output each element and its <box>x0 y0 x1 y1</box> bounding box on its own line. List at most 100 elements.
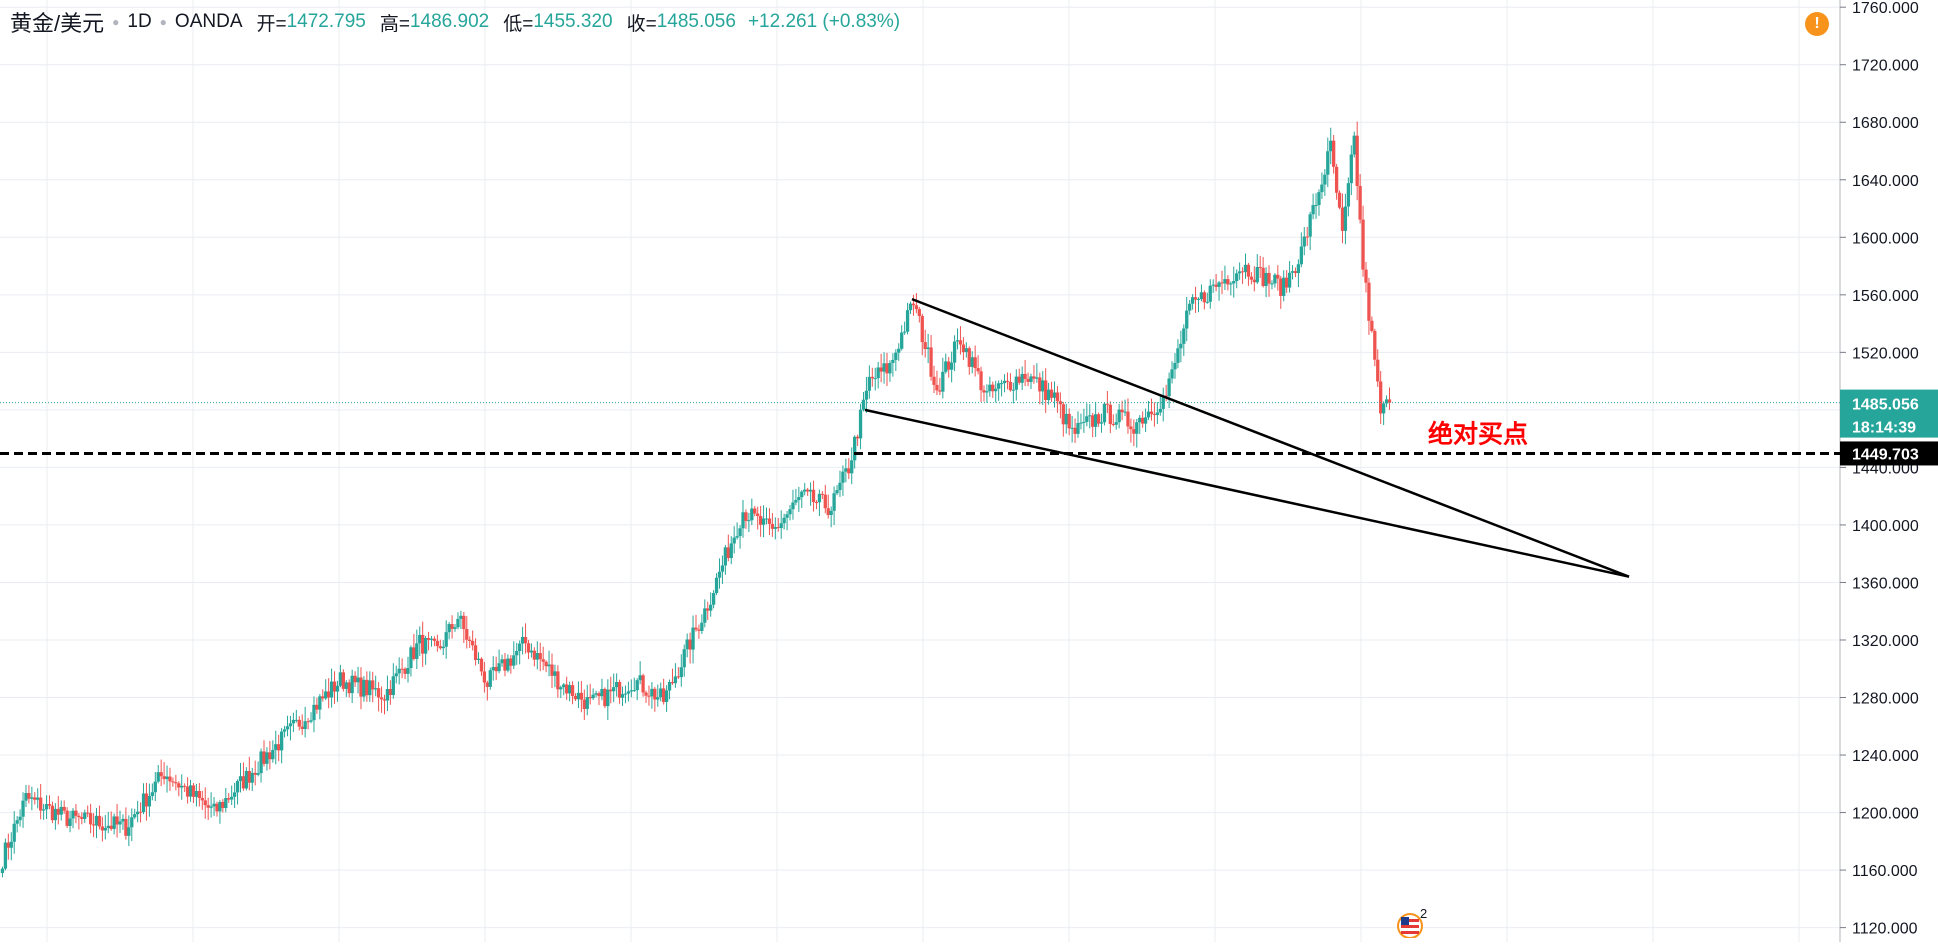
interval-label[interactable]: 1D <box>127 11 152 32</box>
candle-body <box>544 661 548 667</box>
candle-body <box>1164 395 1168 397</box>
candle-body <box>88 813 93 825</box>
candle-body <box>697 629 701 631</box>
candle-body <box>59 806 63 815</box>
us-flag-icon[interactable]: 2 <box>1396 906 1440 938</box>
candle-body <box>285 726 290 730</box>
candle-body <box>1149 411 1154 415</box>
candle-body <box>168 776 172 782</box>
candle-body <box>929 347 933 377</box>
last-price-label: 1485.056 <box>1852 397 1919 414</box>
candle-body <box>582 699 586 709</box>
candle-body <box>758 516 763 525</box>
candle-body <box>482 671 487 683</box>
candle-body <box>761 518 766 525</box>
candle-body <box>382 699 387 701</box>
candle-body <box>949 362 954 370</box>
candle-body <box>365 679 369 696</box>
candle-body <box>221 801 225 808</box>
candle-body <box>1032 376 1036 379</box>
candle-body <box>788 509 792 515</box>
candle-body <box>429 638 434 640</box>
candle-body <box>318 696 322 710</box>
candle-body <box>1205 301 1209 303</box>
candle-body <box>1202 292 1207 303</box>
symbol-name[interactable]: 黄金/美元 <box>10 11 105 36</box>
candle-body <box>882 363 886 372</box>
candle-body <box>138 811 143 813</box>
candle-body <box>908 303 913 311</box>
candle-body <box>268 752 272 760</box>
candle-body <box>253 772 257 775</box>
candle-body <box>1381 403 1386 414</box>
candle-body <box>1376 359 1380 382</box>
candle-body <box>371 680 375 690</box>
candle-body <box>638 675 642 681</box>
candle-body <box>1252 279 1256 283</box>
candle-body <box>194 791 199 797</box>
candle-body <box>905 310 910 332</box>
price-axis <box>1840 0 1938 942</box>
tick-label: 1600.000 <box>1852 230 1919 247</box>
candle-body <box>353 675 357 683</box>
candle-body <box>838 482 842 491</box>
candle-body <box>926 347 930 350</box>
candle-body <box>141 793 146 813</box>
candle-body <box>970 357 974 367</box>
candle-body <box>497 663 501 672</box>
candle-body <box>21 800 25 817</box>
candle-body <box>1123 411 1127 413</box>
candle-body <box>641 675 645 693</box>
trend-line <box>864 408 1630 578</box>
candle-body <box>300 726 304 729</box>
candle-body <box>732 537 736 544</box>
candle-body <box>185 786 190 797</box>
candle-body <box>941 371 945 392</box>
candle-body <box>600 688 604 697</box>
candle-body <box>1223 279 1227 284</box>
candle-body <box>744 512 748 521</box>
candle-body <box>576 692 581 700</box>
candle-body <box>33 797 37 800</box>
candle-body <box>44 804 49 810</box>
candle-body <box>150 792 154 797</box>
candle-body <box>171 781 175 783</box>
candle-body <box>609 689 613 692</box>
candle-body <box>997 383 1001 389</box>
candle-body <box>1129 426 1133 430</box>
candle-body <box>891 359 895 363</box>
exclamation-icon[interactable]: ! <box>1805 12 1829 36</box>
candle-body <box>515 650 519 656</box>
candle-body <box>135 811 140 815</box>
candle-body <box>444 632 448 647</box>
candle-body <box>888 362 892 374</box>
candle-body <box>277 744 281 751</box>
tick-label: 1200.000 <box>1852 806 1919 823</box>
candle-body <box>1340 207 1345 231</box>
candle-body <box>806 489 810 492</box>
candle-body <box>103 828 107 831</box>
candle-body <box>985 391 989 393</box>
candle-body <box>1173 362 1177 370</box>
candle-body <box>1302 236 1306 247</box>
candle-body <box>362 679 366 697</box>
candle-body <box>235 781 240 793</box>
candle-body <box>914 305 919 310</box>
candle-body <box>1005 380 1010 382</box>
candle-body <box>706 608 710 611</box>
candle-body <box>879 367 883 372</box>
candle-body <box>902 331 907 333</box>
candle-body <box>532 650 537 660</box>
tick-label: 1560.000 <box>1852 288 1919 305</box>
candle-body <box>1117 409 1121 423</box>
candle-body <box>1261 267 1265 287</box>
candle-body <box>991 384 995 392</box>
candle-body <box>335 685 340 692</box>
candle-body <box>894 352 898 360</box>
candle-body <box>1088 415 1092 417</box>
tick-label: 1320.000 <box>1852 633 1919 650</box>
candle-body <box>94 815 99 826</box>
candle-body <box>1358 186 1362 220</box>
